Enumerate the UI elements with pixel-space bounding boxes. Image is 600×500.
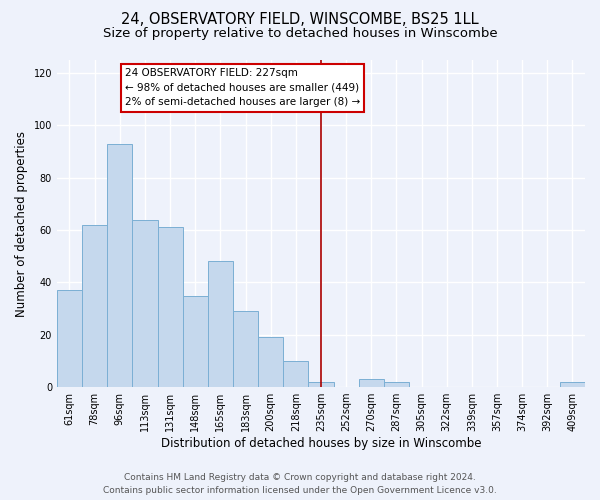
Bar — [384, 382, 409, 387]
Bar — [133, 220, 158, 387]
Text: Contains HM Land Registry data © Crown copyright and database right 2024.
Contai: Contains HM Land Registry data © Crown c… — [103, 474, 497, 495]
X-axis label: Distribution of detached houses by size in Winscombe: Distribution of detached houses by size … — [161, 437, 481, 450]
Bar — [158, 228, 182, 387]
Bar — [208, 262, 233, 387]
Bar — [258, 338, 283, 387]
Text: Size of property relative to detached houses in Winscombe: Size of property relative to detached ho… — [103, 28, 497, 40]
Bar — [57, 290, 82, 387]
Bar — [82, 225, 107, 387]
Text: 24, OBSERVATORY FIELD, WINSCOMBE, BS25 1LL: 24, OBSERVATORY FIELD, WINSCOMBE, BS25 1… — [121, 12, 479, 28]
Bar — [182, 296, 208, 387]
Y-axis label: Number of detached properties: Number of detached properties — [15, 130, 28, 316]
Bar — [233, 311, 258, 387]
Bar — [308, 382, 334, 387]
Text: 24 OBSERVATORY FIELD: 227sqm
← 98% of detached houses are smaller (449)
2% of se: 24 OBSERVATORY FIELD: 227sqm ← 98% of de… — [125, 68, 360, 108]
Bar — [560, 382, 585, 387]
Bar — [283, 361, 308, 387]
Bar — [107, 144, 133, 387]
Bar — [359, 379, 384, 387]
